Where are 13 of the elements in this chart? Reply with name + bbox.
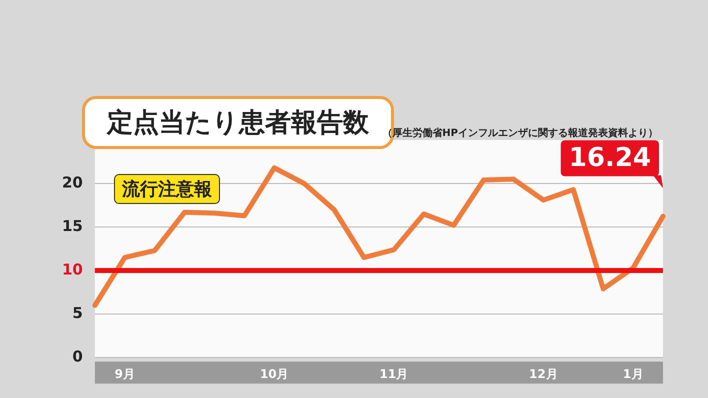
y-tick-label: 10: [62, 260, 83, 278]
y-tick-label: 20: [62, 173, 83, 192]
annotation: 流行注意報: [114, 174, 220, 204]
x-tick-label: 1月: [622, 366, 644, 381]
x-tick-label: 11月: [380, 366, 408, 381]
y-tick-label: 5: [72, 304, 83, 322]
data-label: 16.24: [568, 142, 652, 173]
x-tick-label: 10月: [260, 366, 289, 381]
x-tick-label: 9月: [114, 366, 135, 381]
x-tick-label: 12月: [529, 366, 558, 381]
y-tick-label: 0: [72, 347, 83, 366]
y-tick-label: 15: [62, 216, 83, 235]
chart-title: 定点当たり患者報告数: [107, 108, 369, 138]
